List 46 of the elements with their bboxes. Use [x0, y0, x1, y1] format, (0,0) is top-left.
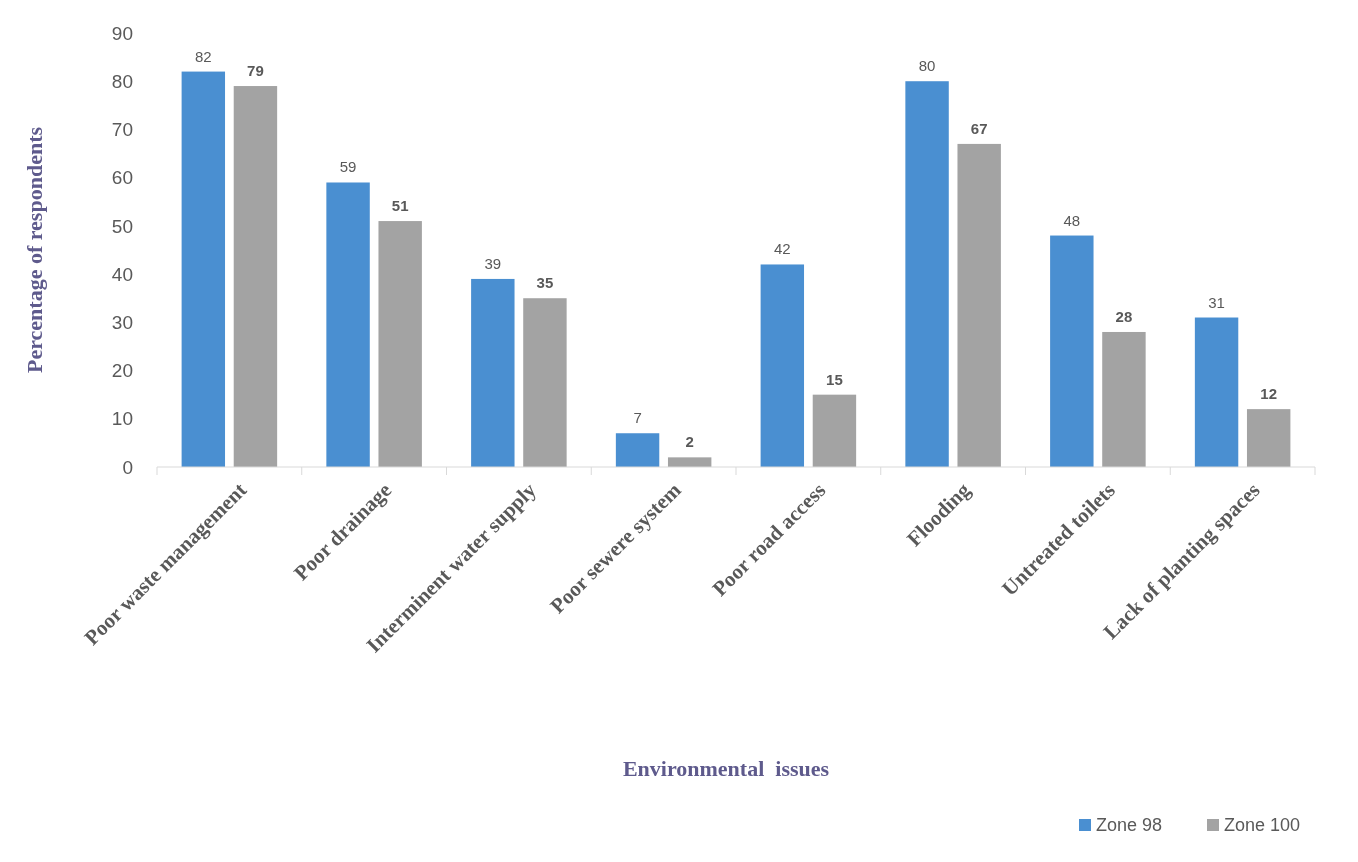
- data-label: 59: [339, 158, 357, 176]
- data-label: 48: [1063, 211, 1081, 229]
- y-tick-label: 0: [122, 456, 133, 478]
- data-label: 15: [826, 370, 843, 388]
- bar: [760, 264, 805, 467]
- bar: [1102, 331, 1146, 467]
- data-label: 7: [633, 409, 642, 427]
- bar: [905, 81, 949, 467]
- y-tick-label: 10: [111, 408, 133, 430]
- bar: [181, 71, 226, 467]
- bar: [615, 433, 660, 467]
- x-axis-title: Environmental issues: [622, 756, 830, 781]
- data-label: 67: [970, 119, 988, 137]
- y-tick-label: 90: [111, 22, 133, 44]
- bar: [378, 221, 422, 467]
- data-label: 80: [918, 57, 936, 75]
- y-tick-label: 60: [111, 167, 133, 189]
- bar: [1246, 409, 1291, 467]
- y-tick-label: 70: [111, 119, 133, 141]
- legend-label: Zone 100: [1224, 815, 1301, 836]
- data-label: 12: [1260, 385, 1278, 403]
- y-tick-label: 30: [111, 311, 133, 333]
- y-tick-label: 40: [111, 263, 133, 285]
- data-label: 31: [1208, 293, 1225, 311]
- bar: [233, 86, 278, 467]
- y-axis-title: Percentage of respondents: [22, 126, 47, 374]
- y-tick-label: 80: [111, 70, 133, 92]
- bar: [326, 182, 370, 467]
- data-label: 42: [773, 240, 791, 258]
- legend-label: Zone 98: [1096, 815, 1163, 836]
- bar: [667, 457, 712, 467]
- bar: [1194, 317, 1239, 467]
- y-tick-label: 50: [111, 215, 133, 237]
- bar: [812, 394, 857, 467]
- data-label: 35: [536, 274, 554, 292]
- data-label: 82: [194, 47, 212, 65]
- bar: [957, 143, 1001, 467]
- y-tick-label: 20: [111, 360, 133, 382]
- data-label: 2: [685, 433, 694, 451]
- bar: [471, 278, 515, 467]
- bar: [523, 298, 567, 467]
- data-label: 51: [391, 197, 409, 215]
- data-label: 28: [1115, 307, 1133, 325]
- data-label: 79: [247, 62, 264, 80]
- bar: [1050, 235, 1094, 467]
- data-label: 39: [484, 254, 502, 272]
